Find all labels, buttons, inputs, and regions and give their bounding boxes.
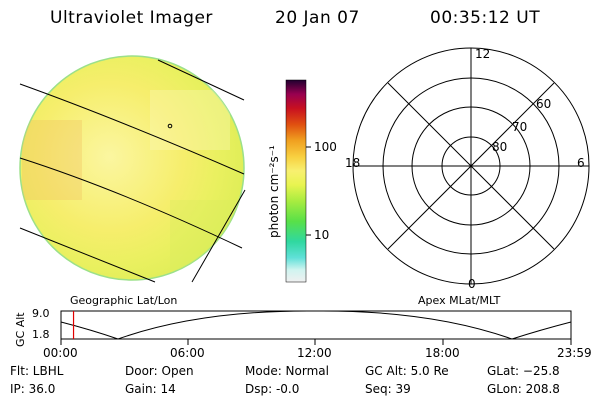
timeline-tick-1200: 12:00 (297, 346, 332, 360)
colorbar-tick-10: 10 (314, 228, 330, 242)
timeline-tick-0000: 00:00 (43, 346, 78, 360)
date-label: 20 Jan 07 (275, 8, 360, 28)
timeline-tick-1800: 18:00 (425, 346, 460, 360)
colorbar (285, 79, 311, 283)
info-filter: Flt: LBHL (10, 364, 64, 378)
timeline-left-title: Geographic Lat/Lon (70, 294, 178, 307)
subsolar-marker (167, 123, 173, 129)
info-dsp: Dsp: -0.0 (245, 382, 300, 396)
info-mode: Mode: Normal (245, 364, 329, 378)
polar-label-12: 12 (475, 47, 491, 61)
polar-label-0: 0 (468, 277, 476, 291)
timeline-right-title: Apex MLat/MLT (418, 294, 501, 307)
colorbar-unit-label: photon cm⁻²s⁻¹ (267, 145, 281, 238)
info-gc-alt: GC Alt: 5.0 Re (365, 364, 449, 378)
timeline-y-top: 9.0 (32, 307, 50, 320)
timeline-y-bottom: 1.8 (32, 328, 50, 341)
colorbar-tick-100: 100 (314, 140, 337, 154)
instrument-title: Ultraviolet Imager (50, 8, 213, 28)
timeline-tick-0600: 06:00 (170, 346, 205, 360)
info-glon: GLon: 208.8 (487, 382, 560, 396)
polar-ring-80: 80 (492, 140, 508, 154)
polar-label-18: 18 (345, 156, 361, 170)
polar-ring-70: 70 (512, 120, 528, 134)
timeline-ylabel: GC Alt (14, 312, 27, 347)
polar-ring-60: 60 (536, 97, 552, 111)
info-ip: IP: 36.0 (10, 382, 56, 396)
uv-image-disk (19, 55, 246, 283)
timeline-tick-2359: 23:59 (557, 346, 592, 360)
time-label: 00:35:12 UT (430, 8, 541, 28)
info-glat: GLat: −25.8 (487, 364, 560, 378)
polar-label-6: 6 (577, 156, 585, 170)
polar-grid (352, 47, 590, 285)
info-seq: Seq: 39 (365, 382, 411, 396)
info-gain: Gain: 14 (125, 382, 176, 396)
geo-grid-lines (19, 59, 246, 283)
info-door: Door: Open (125, 364, 194, 378)
altitude-timeline (60, 310, 572, 345)
